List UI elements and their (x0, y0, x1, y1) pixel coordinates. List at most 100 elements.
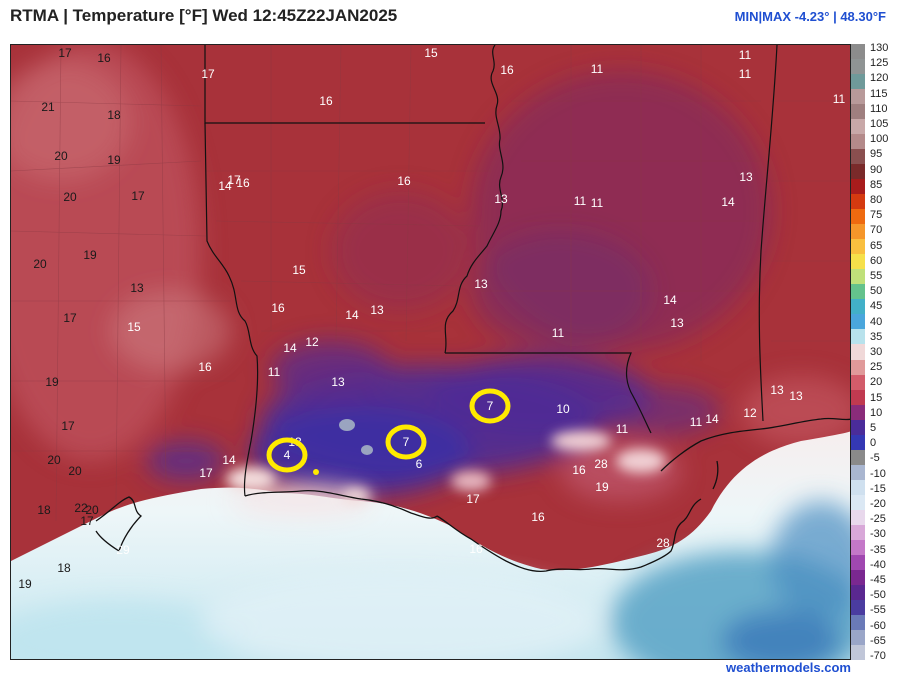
station-label: 14 (721, 195, 735, 209)
station-label: 18 (107, 108, 121, 122)
station-label: 19 (107, 153, 121, 167)
station-label: 17 (201, 67, 215, 81)
station-label: 14 (705, 412, 719, 426)
station-label: 6 (416, 457, 423, 471)
colorbar-swatch (851, 149, 865, 165)
colorbar-tick-label: 55 (870, 270, 883, 282)
colorbar-tick-label: 110 (870, 102, 888, 115)
colorbar-swatch (851, 389, 865, 406)
station-label: 18 (57, 561, 71, 575)
cold-spot (361, 445, 373, 455)
colorbar-tick-label: -5 (870, 452, 880, 465)
colorbar-swatch (851, 359, 865, 376)
station-label: 17 (61, 419, 75, 433)
colorbar-swatch (851, 344, 865, 360)
colorbar-tick-label: 30 (870, 346, 883, 358)
colorbar-swatch (851, 569, 865, 586)
colorbar-swatch (851, 164, 865, 180)
colorbar-swatch (851, 584, 865, 601)
station-label: 16 (319, 94, 333, 108)
colorbar-swatch (851, 269, 865, 285)
station-label: 11 (574, 194, 587, 208)
colorbar-swatch (851, 284, 865, 300)
station-label: 28 (656, 536, 670, 550)
colorbar-tick-label: 120 (870, 72, 889, 85)
coastal-marsh (226, 431, 666, 504)
colorbar-swatch (851, 179, 865, 195)
colorbar-tick-label: 95 (870, 148, 883, 161)
highlight-label: 7 (487, 399, 494, 413)
colorbar-tick-label: -45 (870, 574, 886, 586)
colorbar-tick-label: 85 (870, 178, 883, 191)
colorbar-labels: 130 125 120 115 110 105 100 95 90 85 80 75 70 65 60 55 5… (870, 43, 900, 662)
colorbar-swatch (851, 599, 865, 616)
station-label: 11 (690, 415, 703, 429)
colorbar-swatch (851, 524, 865, 541)
coastline (95, 417, 850, 572)
colorbar-swatch (851, 494, 865, 511)
station-label: 17 (58, 46, 72, 60)
station-label: 13 (494, 192, 508, 206)
station-label: 11 (552, 326, 565, 340)
station-label: 11 (591, 62, 604, 76)
colorbar-swatch (851, 449, 865, 466)
county-lines (11, 45, 850, 522)
station-label: 13 (739, 170, 753, 184)
annotation-dot (313, 469, 319, 475)
station-label: 20 (85, 503, 99, 517)
station-label: 17 (63, 311, 77, 325)
temperature-shading (11, 45, 850, 501)
colorbar-tick-label: 75 (870, 209, 883, 222)
station-label: 14 (283, 341, 297, 355)
colorbar-tick-label: -55 (870, 604, 886, 617)
colorbar-tick-label: 45 (870, 300, 883, 313)
station-label: 19 (18, 577, 32, 591)
colorbar-tick-label: -20 (870, 498, 886, 510)
colorbar-swatch (851, 479, 865, 496)
colorbar-tick-label: -70 (870, 650, 886, 662)
station-label: 13 (770, 383, 784, 397)
colorbar-swatch (851, 614, 865, 631)
colorbar-swatch (851, 89, 865, 105)
station-label: 28 (594, 457, 608, 471)
station-label: 22 (74, 501, 88, 515)
station-label: 15 (127, 320, 141, 334)
station-label: 11 (616, 422, 629, 436)
colorbar-swatch (851, 44, 865, 60)
station-label: 29 (116, 543, 130, 557)
colorbar-tick-label: -50 (870, 589, 886, 602)
colorbar-swatch (851, 509, 865, 526)
station-label: 16 (500, 63, 514, 77)
colorbar-swatch (851, 74, 865, 90)
credit-link[interactable]: weathermodels.com (726, 660, 851, 675)
station-label: 13 (370, 303, 384, 317)
colorbar-swatch (851, 554, 865, 571)
colorbar-swatch (851, 644, 865, 661)
colorbar-swatch (851, 374, 865, 391)
station-label: 14 (663, 293, 677, 307)
station-label: 20 (54, 149, 68, 163)
station-label: 12 (743, 406, 757, 420)
station-label: 17 (80, 514, 94, 528)
colorbar-swatch (851, 224, 865, 240)
station-label: 18 (37, 503, 51, 517)
colorbar-tick-label: 70 (870, 224, 883, 237)
station-label: 20 (68, 464, 82, 478)
colorbar-tick-label: 80 (870, 194, 883, 206)
colorbar-tick-label: -30 (870, 528, 886, 541)
station-label: 12 (305, 335, 319, 349)
station-label: 20 (63, 190, 77, 204)
colorbar-tick-label: 35 (870, 330, 883, 343)
highlight-label: 4 (284, 448, 291, 462)
highlight-label: 7 (403, 435, 410, 449)
circle-annotation-icon (385, 424, 427, 460)
colorbar-tick-label: 90 (870, 163, 883, 176)
colorbar-tick-label: 25 (870, 361, 883, 374)
station-label: 10 (556, 402, 570, 416)
colorbar-swatch (851, 254, 865, 270)
colorbar-tick-label: 65 (870, 239, 883, 252)
colorbar-tick-label: 115 (870, 87, 888, 100)
station-label: 16 (97, 51, 111, 65)
map-title: RTMA | Temperature [°F] Wed 12:45Z22JAN2… (10, 6, 398, 25)
